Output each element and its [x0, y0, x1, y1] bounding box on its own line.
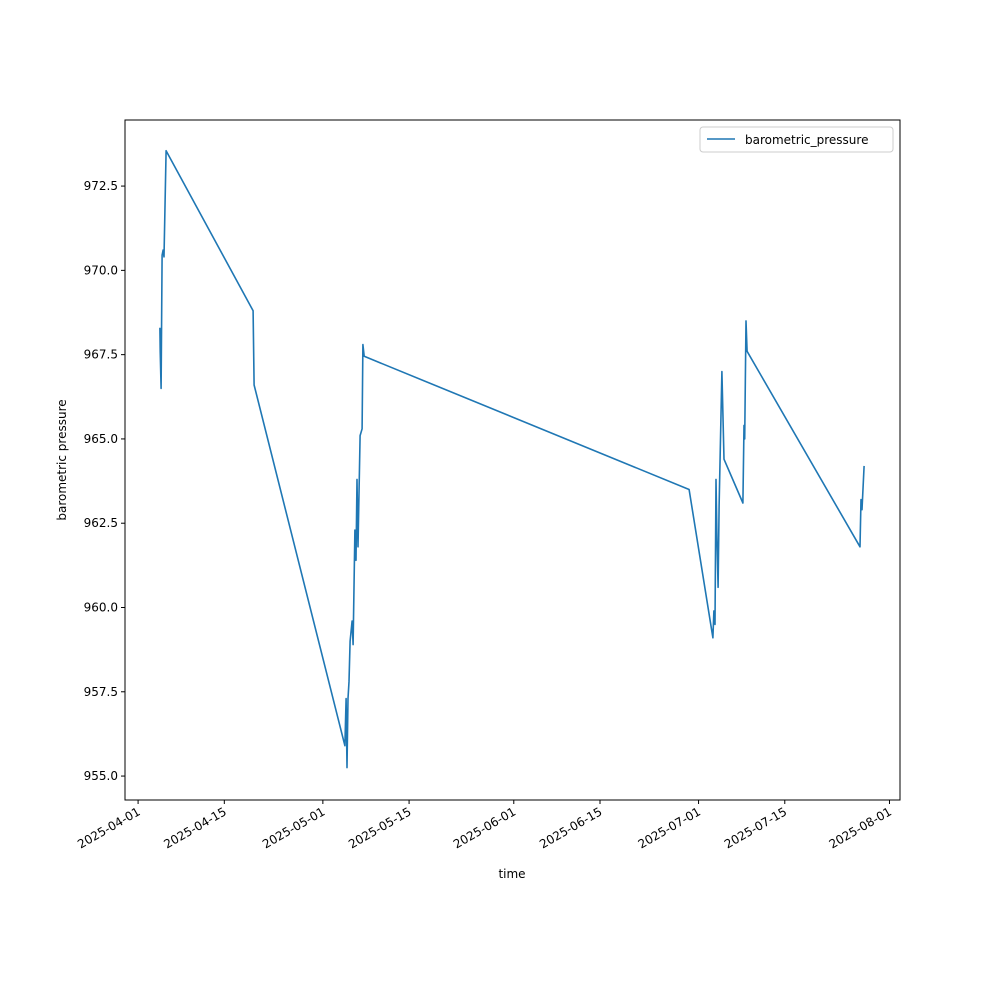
x-tick-label: 2025-08-01	[827, 804, 894, 851]
y-tick-label: 957.5	[84, 685, 118, 699]
x-tick-label: 2025-07-15	[722, 804, 789, 851]
x-tick-label: 2025-06-01	[451, 804, 518, 851]
y-tick-label: 960.0	[84, 600, 118, 614]
axes-frame	[124, 119, 901, 801]
legend-box	[699, 126, 894, 153]
y-tick-label: 970.0	[84, 263, 118, 277]
x-tick-label: 2025-04-15	[161, 804, 228, 851]
x-tick-label: 2025-04-01	[75, 804, 142, 851]
x-axis-label: time	[498, 867, 525, 881]
y-tick-label: 955.0	[84, 769, 118, 783]
series-line-barometric_pressure	[159, 149, 865, 769]
x-tick-label: 2025-05-15	[346, 804, 413, 851]
y-tick-label: 962.5	[84, 516, 118, 530]
y-tick-label: 967.5	[84, 348, 118, 362]
y-axis-label: barometric pressure	[55, 399, 69, 520]
legend-label: barometric_pressure	[745, 133, 868, 147]
x-tick-label: 2025-05-01	[260, 804, 327, 851]
x-tick-label: 2025-06-15	[537, 804, 604, 851]
plot-area	[159, 149, 865, 769]
x-tick-label: 2025-07-01	[636, 804, 703, 851]
axes: 2025-04-01 2025-04-15 2025-05-01 2025-05-15…	[75, 119, 901, 851]
legend: barometric_pressure	[699, 126, 894, 153]
y-tick-label: 972.5	[84, 179, 118, 193]
y-tick-label: 965.0	[84, 432, 118, 446]
